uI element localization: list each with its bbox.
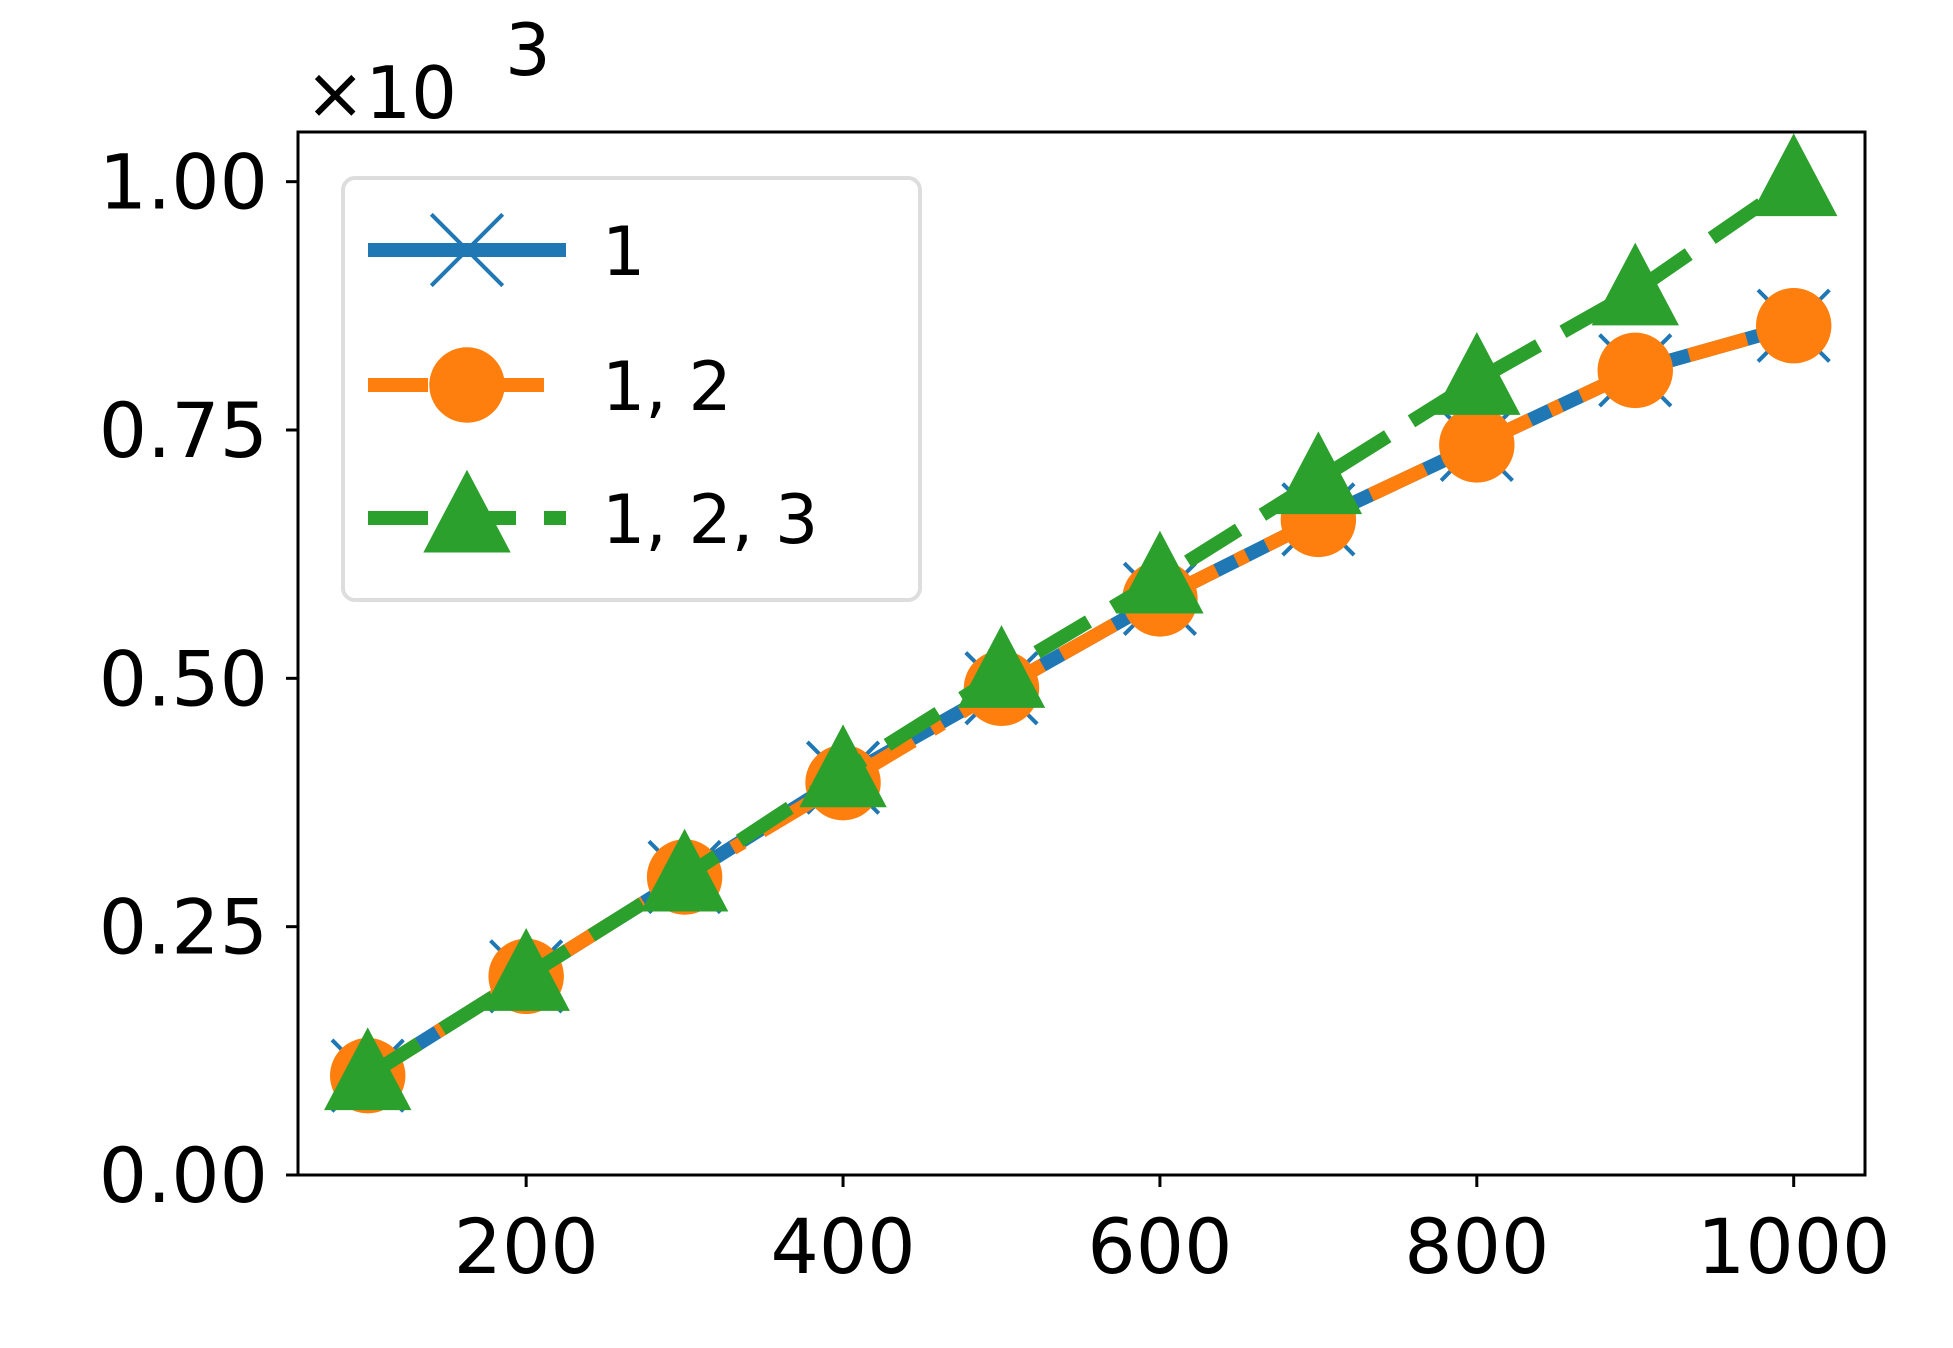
x-tick-label-400: 400	[771, 1202, 916, 1291]
legend-marker-1-stroke-b	[429, 212, 505, 288]
x-tick-label-600: 600	[1087, 1202, 1232, 1291]
legend-entry-2: 1, 2	[368, 347, 732, 427]
series-3-point-2	[482, 928, 570, 1011]
legend: 1 1, 2 1, 2, 3	[341, 176, 922, 602]
series-3-point-7	[1274, 431, 1363, 515]
y-tick-label-1: 0.25	[99, 883, 268, 972]
legend-label-1: 1	[602, 213, 645, 292]
legend-label-2: 1, 2	[602, 348, 732, 427]
legend-marker-3	[423, 469, 511, 553]
axis-layer: 200 400 600 800 1000 0.00 0.25 0.50 0.75 1.00	[99, 138, 1891, 1291]
legend-label-3: 1, 2, 3	[602, 481, 818, 560]
series-3-point-10	[1750, 133, 1838, 217]
series-3-point-1	[324, 1027, 412, 1111]
series-2-point-9	[1597, 332, 1673, 409]
legend-box	[341, 176, 922, 602]
series-2-point-8	[1439, 407, 1515, 483]
y-scale-exponent: 3	[505, 8, 551, 92]
y-tick-label-3: 0.75	[99, 386, 268, 475]
series-3-point-6	[1116, 530, 1204, 614]
legend-entry-1: 1	[368, 212, 645, 292]
series-layer	[324, 133, 1838, 1114]
legend-marker-2	[429, 347, 505, 423]
x-tick-label-200: 200	[454, 1202, 599, 1291]
series-3-point-9	[1591, 242, 1679, 326]
legend-entries: 1 1, 2 1, 2, 3	[368, 212, 818, 560]
y-tick-label-4: 1.00	[99, 138, 268, 227]
series-3-point-4	[799, 724, 887, 808]
series-3-line	[363, 175, 1798, 1082]
series-2-point-10	[1755, 287, 1832, 364]
series-3	[324, 133, 1838, 1111]
x-tick-label-1000: 1000	[1697, 1202, 1890, 1291]
series-3-point-5	[957, 625, 1046, 708]
series-3-point-8	[1433, 332, 1521, 415]
series-3-point-3	[640, 828, 729, 912]
y-tick-label-2: 0.50	[99, 634, 268, 723]
legend-entry-3: 1, 2, 3	[368, 469, 818, 560]
legend-marker-1	[429, 212, 505, 288]
y-scale-label: ×10	[305, 51, 457, 135]
y-scale-factor: ×10 3	[305, 8, 551, 135]
x-tick-label-800: 800	[1404, 1202, 1549, 1291]
plot-frame	[296, 130, 1867, 1177]
y-tick-label-0: 0.00	[99, 1131, 268, 1220]
